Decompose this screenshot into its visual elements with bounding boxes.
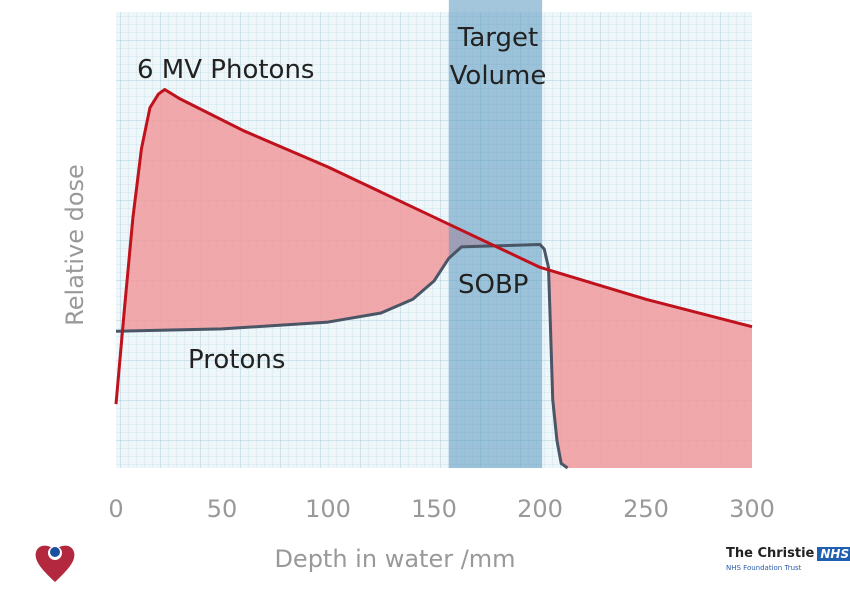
target-volume-band (448, 0, 543, 468)
target-label-1: Target (457, 23, 538, 53)
x-tick-label: 50 (207, 495, 238, 523)
protons-label: Protons (188, 345, 285, 375)
x-tick-label: 150 (411, 495, 457, 523)
x-axis-label: Depth in water /mm (274, 545, 515, 573)
target-label-2: Volume (450, 61, 547, 91)
x-tick-label: 300 (729, 495, 775, 523)
x-tick-label: 0 (108, 495, 123, 523)
nhs-badge: NHS (817, 547, 850, 561)
proton-curve (115, 243, 569, 470)
sobp-label: SOBP (458, 270, 528, 300)
y-axis-label: Relative dose (61, 164, 89, 326)
x-tick-label: 100 (305, 495, 351, 523)
x-tick-label: 200 (517, 495, 563, 523)
org-name: The Christie (726, 546, 815, 561)
photon-curve (114, 88, 753, 405)
christie-logo-block: The Christie NHS NHS Foundation Trust (726, 546, 850, 573)
trust-name: NHS Foundation Trust (726, 564, 802, 572)
christie-logo: The Christie NHS (726, 546, 850, 562)
photons-label: 6 MV Photons (137, 55, 314, 85)
x-tick-label: 250 (623, 495, 669, 523)
christie-heart-logo (35, 545, 75, 582)
